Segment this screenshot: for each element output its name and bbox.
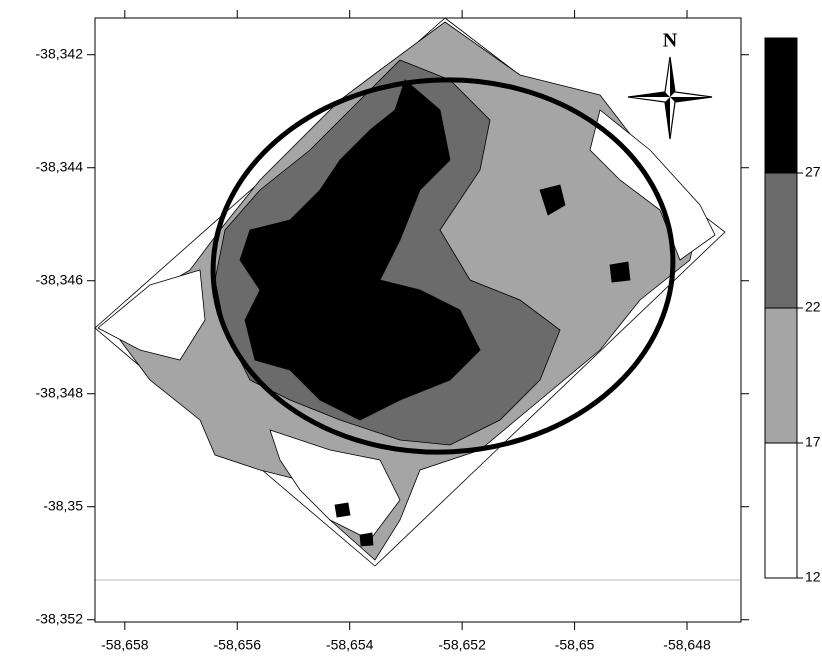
- axes: -58,658 -58,656 -58,654 -58,652 -58,65 -58,64…: [36, 10, 749, 653]
- y-tick-label: -38,342: [36, 45, 84, 61]
- compass-star-shade: [628, 57, 712, 139]
- x-tick-label: -58,658: [101, 637, 149, 653]
- zone-black: [239, 79, 481, 421]
- colorbar-label: 27: [805, 164, 821, 180]
- compass: N: [627, 30, 713, 140]
- colorbar-band: [764, 307, 798, 444]
- y-tick-label: -38,344: [36, 158, 84, 174]
- y-tick-label: -38,346: [36, 271, 84, 287]
- zone-black-spot: [359, 532, 374, 547]
- colorbar-label: 22: [805, 299, 821, 315]
- field: [94, 17, 726, 567]
- plot-frame: [94, 17, 742, 623]
- colorbar-band: [764, 172, 798, 309]
- x-tick-label: -58,654: [326, 637, 374, 653]
- y-tick-label: -38,352: [36, 610, 84, 626]
- x-tick-label: -58,65: [555, 637, 595, 653]
- x-tick-label: -58,648: [663, 637, 711, 653]
- x-tick-label: -58,652: [438, 637, 486, 653]
- colorbar-band: [764, 442, 798, 579]
- zone-white-left: [97, 269, 206, 361]
- colorbar-label: 12: [805, 569, 821, 585]
- zone-black-spot: [609, 261, 631, 283]
- highlight-ellipse: [210, 77, 676, 455]
- zone-black-spot: [334, 502, 351, 518]
- zone-black-spot: [539, 184, 566, 216]
- colorbar: 12 17 22 27: [764, 37, 821, 585]
- x-tick-label: -58,656: [214, 637, 262, 653]
- compass-label: N: [663, 30, 678, 52]
- colorbar-band: [764, 37, 798, 174]
- y-tick-label: -38,35: [43, 497, 83, 513]
- y-tick-label: -38,348: [36, 384, 84, 400]
- colorbar-label: 17: [805, 434, 821, 450]
